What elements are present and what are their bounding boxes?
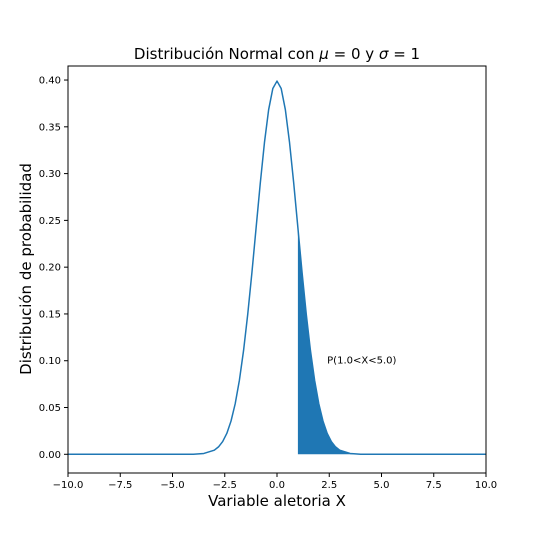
plot-area: P(1.0<X<5.0): [68, 80, 486, 456]
shaded-probability-area: [297, 227, 382, 455]
y-tick-label: 0.20: [39, 263, 61, 274]
chart-title-mu-value: = 0 y: [329, 45, 379, 63]
chart-title: Distribución Normal con μ = 0 y σ = 1: [134, 45, 420, 63]
chart-title-main: Distribución Normal con: [134, 45, 319, 63]
x-tick-label: 2.5: [321, 480, 337, 491]
x-tick-label: −2.5: [213, 480, 237, 491]
y-axis-ticks: 0.00 0.05 0.10 0.15 0.20 0.25 0.30 0.35 0.40: [39, 76, 68, 461]
y-tick-label: 0.10: [39, 356, 61, 367]
y-tick-label: 0.40: [39, 76, 61, 87]
plot-frame: [67, 65, 487, 474]
x-tick-label: −7.5: [108, 480, 132, 491]
x-axis-label: Variable aletoria X: [208, 492, 346, 510]
x-tick-label: −5.0: [160, 480, 184, 491]
x-axis-ticks: −10.0 −7.5 −5.0 −2.5 0.0 2.5 5.0 7.5 10.0: [53, 473, 497, 491]
y-tick-label: 0.30: [39, 169, 61, 180]
y-tick-label: 0.25: [39, 216, 61, 227]
x-tick-label: 0.0: [269, 480, 285, 491]
chart-title-sigma-value: = 1: [388, 45, 420, 63]
x-tick-label: −10.0: [53, 480, 84, 491]
y-tick-label: 0.05: [39, 403, 61, 414]
chart-title-sigma: σ: [379, 45, 389, 63]
y-tick-label: 0.35: [39, 122, 61, 133]
probability-annotation: P(1.0<X<5.0): [327, 356, 396, 367]
x-tick-label: 7.5: [426, 480, 442, 491]
y-axis-label: Distribución de probabilidad: [17, 163, 35, 375]
density-curve-line: [68, 80, 486, 456]
y-tick-label: 0.15: [39, 309, 61, 320]
x-tick-label: 10.0: [475, 480, 497, 491]
chart-title-mu: μ: [318, 45, 329, 63]
y-tick-label: 0.00: [39, 450, 61, 461]
x-tick-label: 5.0: [374, 480, 390, 491]
